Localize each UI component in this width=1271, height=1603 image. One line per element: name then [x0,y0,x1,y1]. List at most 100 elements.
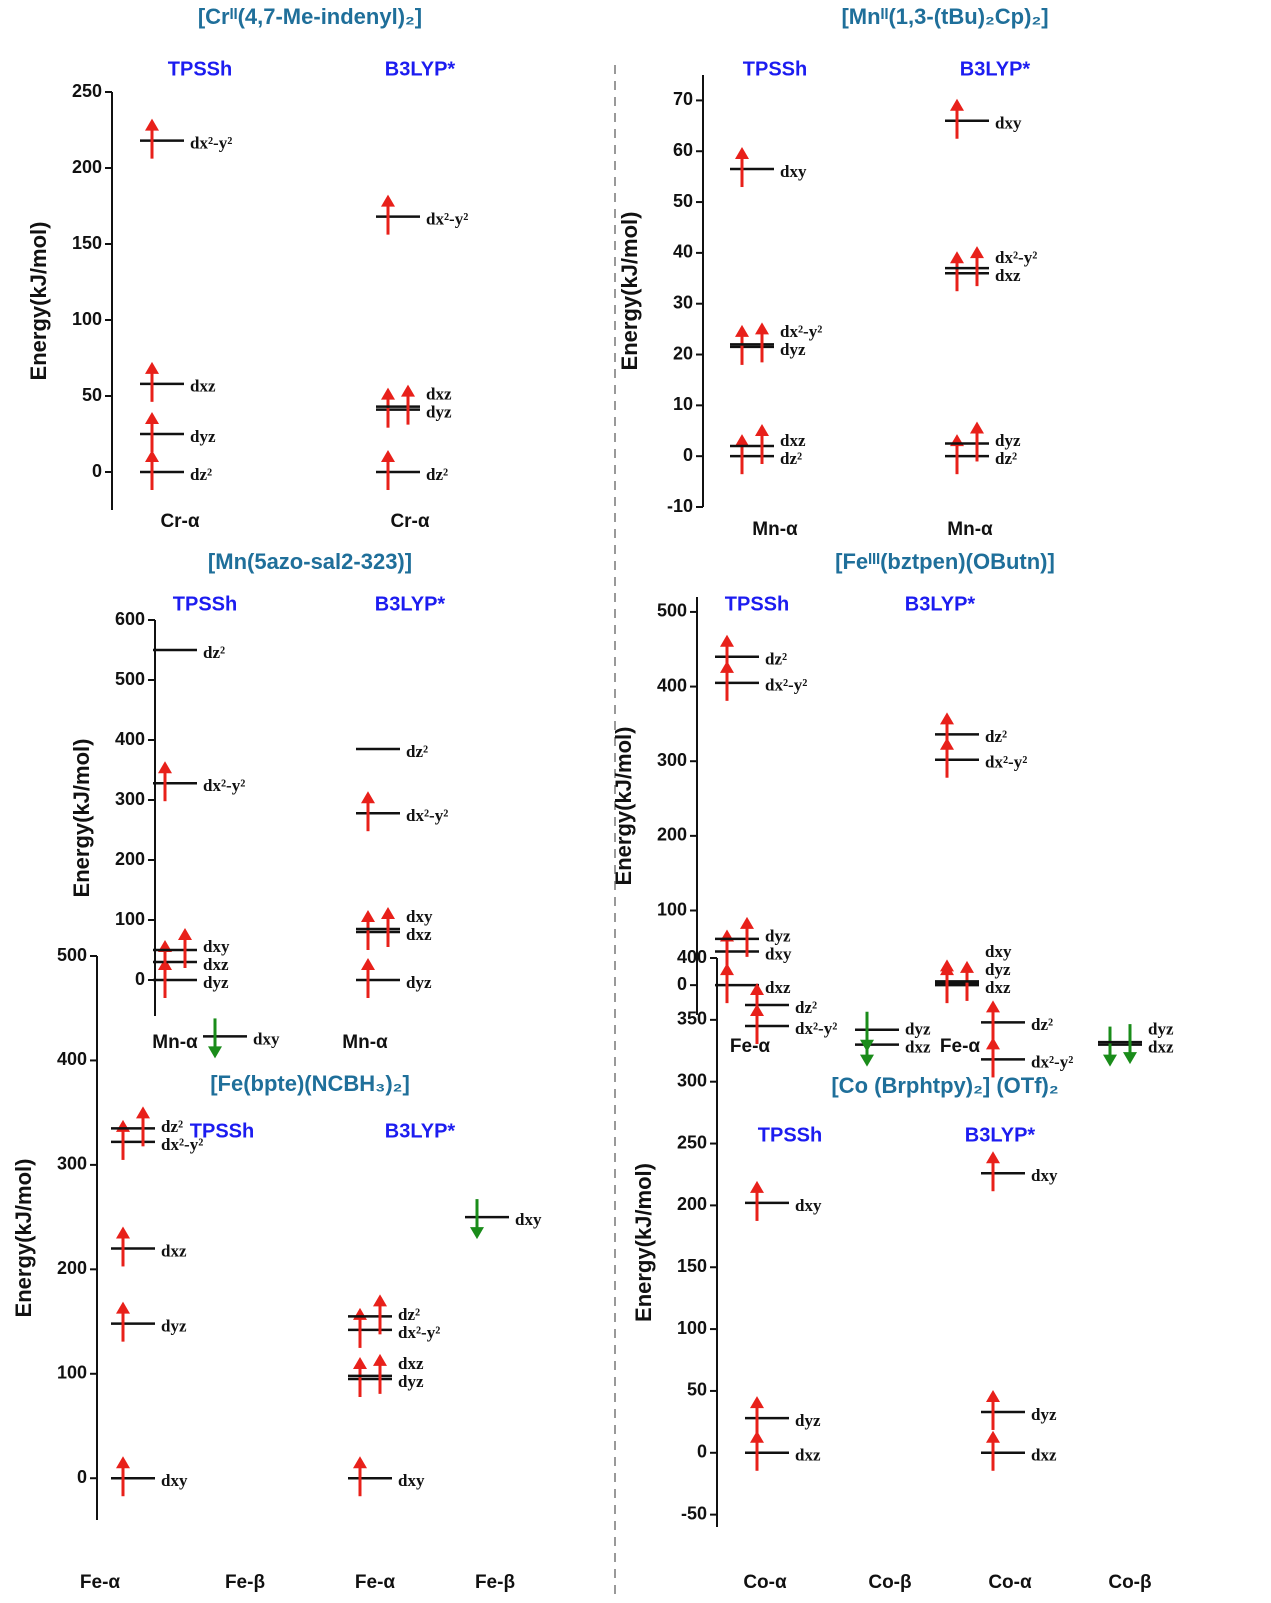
y-tick-label: 200 [72,157,102,177]
orbital-label: dxz [203,955,229,974]
method-label: B3LYP* [960,58,1031,80]
arrow-part [720,635,734,647]
orbital-label: dxz [161,1241,187,1260]
y-tick-label: 300 [677,1070,707,1090]
y-tick-label: 10 [673,394,693,414]
arrow-part [401,385,415,397]
arrow-part [373,1354,387,1366]
y-tick-label: 400 [57,1049,87,1069]
y-tick-label: 100 [72,309,102,329]
orbital-label: dyz [905,1019,931,1038]
orbital-label: dxz [426,385,452,404]
spin-column-label: Co-β [868,1572,911,1593]
y-tick-label: 0 [77,1467,87,1487]
spin-column-label: Co-α [743,1572,787,1593]
orbital-label: dxy [985,942,1012,961]
method-label: B3LYP* [385,58,456,80]
electron-arrow [373,1354,387,1394]
method-label: B3LYP* [965,1124,1036,1146]
orbital-label: dyz [765,926,791,945]
orbital-label: dyz [780,340,806,359]
y-tick-label: 300 [657,750,687,770]
orbital-label: dz² [426,465,448,484]
y-axis-label: Energy(kJ/mol) [26,222,51,381]
y-tick-label: 0 [677,974,687,994]
y-axis-label: Energy(kJ/mol) [617,212,642,371]
orbital-label: dyz [398,1372,424,1391]
orbital-label: dz² [765,650,787,669]
y-tick-label: 60 [673,140,693,160]
y-tick-label: 200 [677,1194,707,1214]
y-tick-label: 500 [57,945,87,965]
panel-title: [Feᴵᴵᴵ(bztpen)(OButn)] [835,549,1055,574]
arrow-part [353,1308,367,1320]
orbital-label: dxy [161,1471,188,1490]
y-tick-label: 400 [115,729,145,749]
arrow-part [986,1000,1000,1012]
electron-arrow [116,1302,130,1342]
arrow-part [136,1106,150,1118]
arrow-part [1123,1052,1137,1064]
arrow-part [208,1046,222,1058]
y-tick-label: 40 [673,242,693,262]
arrow-part [158,761,172,773]
y-tick-label: -10 [667,496,693,516]
orbital-label: dz² [203,643,225,662]
orbital-label: dxz [398,1354,424,1373]
orbital-label: dxz [795,1446,821,1465]
y-tick-label: 500 [657,601,687,621]
orbital-label: dx²-y² [203,776,245,795]
arrow-part [755,424,769,436]
arrow-part [940,959,954,971]
orbital-label: dx²-y² [780,322,822,341]
electron-arrow [986,1037,1000,1077]
arrow-part [986,1431,1000,1443]
spin-column-label: Fe-α [940,1036,981,1057]
arrow-part [178,928,192,940]
orbital-label: dxz [780,431,806,450]
y-tick-label: 300 [115,789,145,809]
orbital-label: dxz [995,266,1021,285]
method-label: B3LYP* [375,593,446,615]
y-axis-label: Energy(kJ/mol) [611,727,636,886]
y-tick-label: 200 [657,825,687,845]
panel-title: [Crᴵᴵ(4,7-Me-indenyl)₂] [198,4,422,29]
arrow-part [860,1055,874,1067]
arrow-part [381,388,395,400]
method-label: TPSSh [173,593,237,615]
method-label: B3LYP* [905,593,976,615]
electron-arrow [158,761,172,801]
electron-arrow [986,1390,1000,1430]
electron-arrow [116,1226,130,1266]
y-tick-label: 150 [677,1256,707,1276]
y-tick-label: 100 [57,1363,87,1383]
orbital-label: dxz [905,1037,931,1056]
y-tick-label: 400 [677,947,707,967]
arrow-part [361,910,375,922]
orbital-label: dxy [515,1210,542,1229]
orbital-label: dxy [406,907,433,926]
y-tick-label: 0 [697,1442,707,1462]
spin-column-label: Co-α [988,1572,1032,1593]
electron-arrow [986,1431,1000,1471]
y-tick-label: 100 [677,1318,707,1338]
panel-title: [Mnᴵᴵ(1,3-(tBu)₂Cp)₂] [841,4,1048,29]
orbital-label: dx²-y² [406,806,448,825]
y-tick-label: 0 [92,461,102,481]
arrow-part [470,1227,484,1239]
arrow-part [735,147,749,159]
spin-column-label: Fe-β [225,1572,265,1593]
orbital-label: dz² [985,727,1007,746]
electron-arrow [735,147,749,187]
orbital-label: dyz [190,427,216,446]
arrow-part [960,961,974,973]
arrow-part [970,421,984,433]
orbital-label: dyz [995,431,1021,450]
panel-title: [Co (Brphtpy)₂] (OTf)₂ [831,1073,1058,1098]
electron-arrow [986,1000,1000,1040]
electron-arrow [986,1151,1000,1191]
spin-column-label: Mn-α [947,519,993,540]
orbital-label: dxy [203,937,230,956]
spin-column-label: Co-β [1108,1572,1151,1593]
electron-arrow [381,907,395,947]
